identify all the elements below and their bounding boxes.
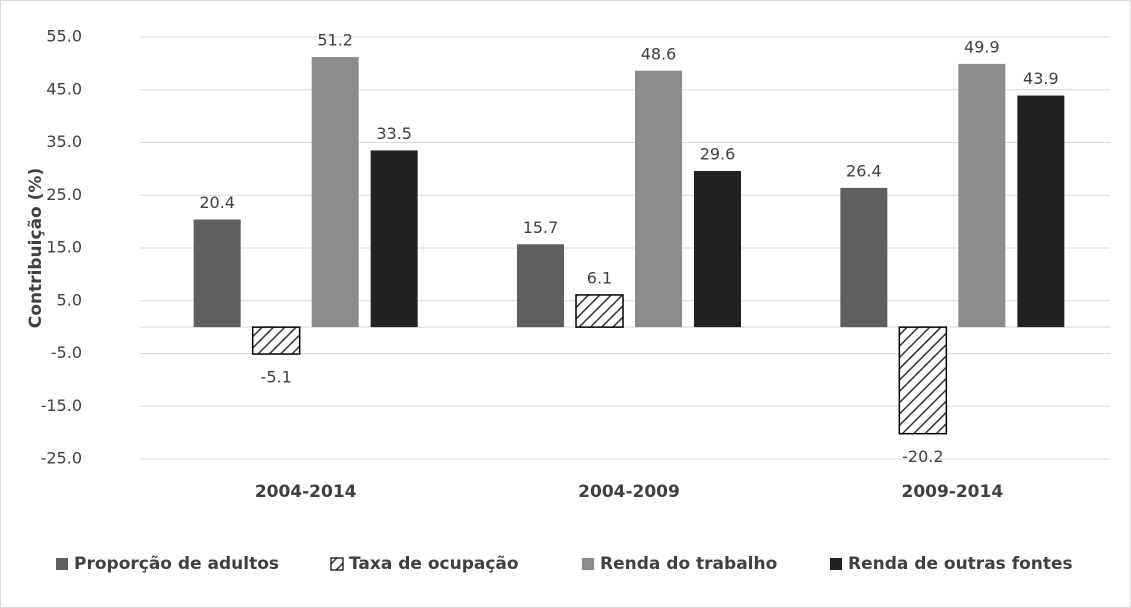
data-label: -20.2 bbox=[902, 447, 943, 466]
bar bbox=[635, 70, 682, 328]
bar bbox=[898, 326, 948, 435]
y-tick-label: 55.0 bbox=[46, 27, 82, 46]
bar bbox=[193, 219, 241, 328]
legend-label: Renda de outras fontes bbox=[848, 554, 1073, 574]
legend-marker bbox=[830, 558, 842, 570]
y-tick-label: 45.0 bbox=[46, 79, 82, 98]
y-tick-label: -15.0 bbox=[41, 396, 82, 415]
bar bbox=[517, 244, 564, 328]
y-axis-title: Contribuição (%) bbox=[26, 168, 46, 328]
x-tick-label: 2004-2014 bbox=[255, 482, 357, 502]
bar bbox=[311, 57, 359, 328]
data-label: 29.6 bbox=[700, 144, 736, 163]
x-tick-label: 2004-2009 bbox=[578, 482, 680, 502]
data-label: 48.6 bbox=[641, 44, 677, 63]
data-label: 6.1 bbox=[587, 268, 612, 287]
data-label: 49.9 bbox=[964, 37, 1000, 56]
data-label: 15.7 bbox=[523, 218, 559, 237]
y-tick-label: -5.0 bbox=[51, 343, 82, 362]
y-tick-label: 25.0 bbox=[46, 185, 82, 204]
bar bbox=[694, 170, 741, 328]
y-tick-label: 35.0 bbox=[46, 132, 82, 151]
bar bbox=[370, 150, 418, 328]
legend-marker bbox=[330, 557, 344, 571]
bar bbox=[958, 63, 1006, 328]
legend-marker bbox=[582, 558, 594, 570]
x-tick-label: 2009-2014 bbox=[901, 482, 1003, 502]
bar bbox=[1017, 95, 1065, 328]
legend-marker bbox=[56, 558, 68, 570]
legend-label: Taxa de ocupação bbox=[349, 554, 519, 574]
legend-label: Renda do trabalho bbox=[600, 554, 777, 574]
data-label: 33.5 bbox=[376, 124, 412, 143]
data-label: 26.4 bbox=[846, 161, 882, 180]
bar bbox=[575, 294, 624, 328]
y-tick-label: 15.0 bbox=[46, 238, 82, 257]
data-label: -5.1 bbox=[261, 368, 292, 387]
data-label: 51.2 bbox=[317, 31, 353, 50]
y-tick-label: 5.0 bbox=[57, 290, 82, 309]
bar bbox=[251, 326, 301, 355]
bar bbox=[840, 187, 888, 328]
legend-label: Proporção de adultos bbox=[74, 554, 279, 574]
y-tick-label: -25.0 bbox=[41, 449, 82, 468]
data-label: 43.9 bbox=[1023, 69, 1059, 88]
data-label: 20.4 bbox=[199, 193, 235, 212]
